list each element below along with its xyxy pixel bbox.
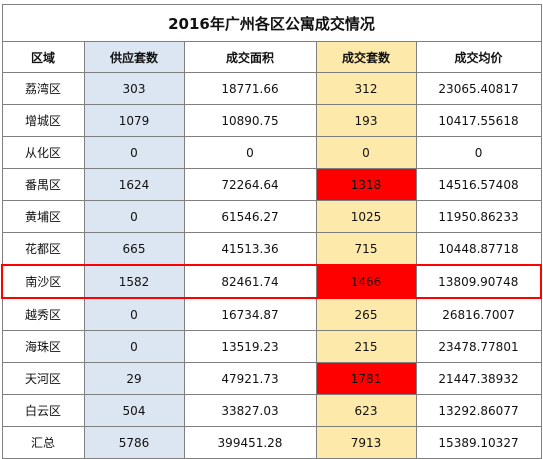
table-body: 荔湾区 303 18771.66 312 23065.40817 增城区 1079 10890…	[1, 72, 543, 459]
table-row: 海珠区 0 13519.23 215 23478.77801	[1, 330, 542, 363]
district-cell: 黄埔区	[1, 200, 85, 233]
district-cell: 天河区	[1, 362, 85, 395]
area-cell: 18771.66	[183, 72, 317, 105]
district-cell: 越秀区	[1, 297, 85, 331]
district-cell: 番禺区	[1, 168, 85, 201]
price-cell: 26816.7007	[415, 297, 542, 331]
deals-cell: 7913	[315, 426, 417, 459]
supply-cell: 0	[83, 136, 185, 169]
supply-cell: 1582	[83, 264, 185, 299]
table-row: 汇总 5786 399451.28 7913 15389.10327	[1, 426, 542, 459]
district-cell: 增城区	[1, 104, 85, 137]
price-cell: 23478.77801	[415, 330, 542, 363]
supply-cell: 303	[83, 72, 185, 105]
district-cell: 荔湾区	[1, 72, 85, 105]
deals-cell: 193	[315, 104, 417, 137]
supply-cell: 29	[83, 362, 185, 395]
area-cell: 33827.03	[183, 394, 317, 427]
deals-cell: 215	[315, 330, 417, 363]
price-cell: 23065.40817	[415, 72, 542, 105]
price-cell: 15389.10327	[415, 426, 542, 459]
deals-cell: 1466	[315, 264, 417, 299]
table-row: 从化区 0 0 0 0	[1, 136, 542, 169]
district-cell: 花都区	[1, 232, 85, 266]
district-cell: 海珠区	[1, 330, 85, 363]
table-row: 荔湾区 303 18771.66 312 23065.40817	[1, 72, 542, 105]
area-cell: 13519.23	[183, 330, 317, 363]
price-cell: 10448.87718	[415, 232, 542, 266]
table-row: 南沙区 1582 82461.74 1466 13809.90748	[1, 264, 543, 299]
district-cell: 汇总	[1, 426, 85, 459]
header-deals: 成交套数	[315, 41, 417, 73]
deals-cell: 265	[315, 297, 417, 331]
area-cell: 61546.27	[183, 200, 317, 233]
deals-cell: 715	[315, 232, 417, 266]
price-cell: 14516.57408	[415, 168, 542, 201]
area-cell: 41513.36	[183, 232, 317, 266]
deals-cell: 1318	[315, 168, 417, 201]
supply-cell: 0	[83, 200, 185, 233]
table-title: 2016年广州各区公寓成交情况	[1, 4, 542, 42]
table-row: 增城区 1079 10890.75 193 10417.55618	[1, 104, 542, 137]
supply-cell: 504	[83, 394, 185, 427]
area-cell: 10890.75	[183, 104, 317, 137]
deals-cell: 1781	[315, 362, 417, 395]
deals-cell: 312	[315, 72, 417, 105]
area-cell: 82461.74	[183, 264, 317, 299]
table-row: 花都区 665 41513.36 715 10448.87718	[1, 232, 542, 266]
price-cell: 21447.38932	[415, 362, 542, 395]
deals-cell: 623	[315, 394, 417, 427]
supply-cell: 665	[83, 232, 185, 266]
deals-cell: 0	[315, 136, 417, 169]
header-row: 区域 供应套数 成交面积 成交套数 成交均价	[1, 41, 542, 73]
area-cell: 0	[183, 136, 317, 169]
area-cell: 16734.87	[183, 297, 317, 331]
district-cell: 南沙区	[1, 264, 85, 299]
table-row: 越秀区 0 16734.87 265 26816.7007	[1, 297, 542, 331]
price-cell: 13292.86077	[415, 394, 542, 427]
header-price: 成交均价	[415, 41, 542, 73]
table-container: 2016年广州各区公寓成交情况 区域 供应套数 成交面积 成交套数 成交均价 荔…	[1, 4, 543, 459]
supply-cell: 0	[83, 330, 185, 363]
supply-cell: 1079	[83, 104, 185, 137]
area-cell: 399451.28	[183, 426, 317, 459]
supply-cell: 1624	[83, 168, 185, 201]
price-cell: 10417.55618	[415, 104, 542, 137]
supply-cell: 0	[83, 297, 185, 331]
district-cell: 从化区	[1, 136, 85, 169]
apartment-deals-table: 2016年广州各区公寓成交情况 区域 供应套数 成交面积 成交套数 成交均价 荔…	[1, 4, 543, 459]
price-cell: 0	[415, 136, 542, 169]
price-cell: 13809.90748	[415, 264, 543, 299]
deals-cell: 1025	[315, 200, 417, 233]
table-row: 黄埔区 0 61546.27 1025 11950.86233	[1, 200, 542, 233]
header-district: 区域	[1, 41, 85, 73]
header-supply: 供应套数	[83, 41, 185, 73]
header-area: 成交面积	[183, 41, 317, 73]
table-row: 番禺区 1624 72264.64 1318 14516.57408	[1, 168, 542, 201]
price-cell: 11950.86233	[415, 200, 542, 233]
supply-cell: 5786	[83, 426, 185, 459]
table-row: 白云区 504 33827.03 623 13292.86077	[1, 394, 542, 427]
table-row: 天河区 29 47921.73 1781 21447.38932	[1, 362, 542, 395]
area-cell: 72264.64	[183, 168, 317, 201]
area-cell: 47921.73	[183, 362, 317, 395]
district-cell: 白云区	[1, 394, 85, 427]
